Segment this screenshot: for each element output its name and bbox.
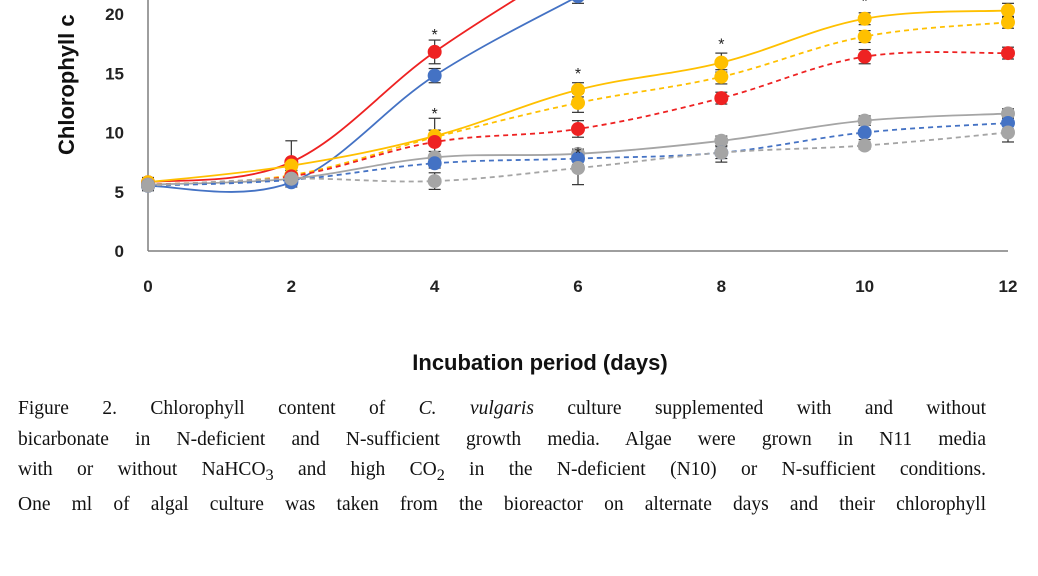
data-point <box>284 171 299 186</box>
significance-asterisk: * <box>575 145 581 162</box>
data-point <box>857 11 872 26</box>
y-tick-label: 0 <box>115 242 124 261</box>
data-point <box>571 161 585 176</box>
data-point <box>427 44 442 59</box>
x-tick-label: 6 <box>573 277 582 296</box>
data-point <box>1001 15 1015 30</box>
data-point <box>857 138 872 153</box>
data-point <box>572 0 584 4</box>
data-point <box>1001 125 1015 140</box>
data-point <box>571 82 585 97</box>
caption-text: in the N-deficient (N10) or N-sufficient… <box>444 459 986 480</box>
caption-text: with or without NaHCO <box>18 459 266 480</box>
significance-asterisk: * <box>718 36 724 53</box>
data-point <box>1001 46 1015 61</box>
caption-text: and high CO <box>273 459 437 480</box>
significance-asterisk: * <box>432 106 438 123</box>
x-tick-label: 12 <box>999 277 1018 296</box>
caption-line-3: with or without NaHCO3 and high CO2 in t… <box>18 455 986 490</box>
figure-caption: Figure 2. Chlorophyll content of C. vulg… <box>18 394 986 521</box>
x-axis-title: Incubation period (days) <box>412 350 667 375</box>
data-point <box>1001 3 1015 18</box>
data-point <box>427 134 442 149</box>
x-tick-label: 4 <box>430 277 440 296</box>
significance-asterisk: * <box>862 0 868 11</box>
data-point <box>427 156 442 171</box>
y-tick-label: 5 <box>115 183 124 202</box>
data-point <box>857 113 872 128</box>
significance-asterisk: * <box>575 66 581 83</box>
data-point <box>857 49 872 64</box>
data-point <box>714 69 729 84</box>
data-point <box>714 91 729 106</box>
x-tick-label: 8 <box>717 277 726 296</box>
data-point <box>427 174 442 189</box>
significance-markers: * * * * * * <box>432 0 868 162</box>
subscript: 3 <box>265 465 274 484</box>
caption-text: culture supplemented with and without <box>567 398 987 419</box>
caption-line-2: bicarbonate in N-deficient and N-suffici… <box>18 428 986 450</box>
y-tick-label: 15 <box>105 64 124 83</box>
data-point <box>427 68 442 83</box>
chart: 0 2 4 6 8 10 12 0 5 10 15 20 * * * * * * Chlorophyll c I… <box>54 0 1017 375</box>
series-layer <box>141 0 1015 193</box>
subscript: 2 <box>436 465 445 484</box>
significance-asterisk: * <box>432 27 438 44</box>
caption-line-1: Figure 2. Chlorophyll content of C. vulg… <box>18 394 986 425</box>
x-tick-label: 10 <box>855 277 874 296</box>
y-tick-label: 10 <box>105 124 124 143</box>
y-tick-label: 20 <box>105 5 124 24</box>
series-line <box>147 0 516 184</box>
x-tick-label: 0 <box>143 277 152 296</box>
caption-line-4: One ml of algal culture was taken from t… <box>18 494 986 516</box>
data-point <box>714 133 729 148</box>
tick-labels: 0 2 4 6 8 10 12 0 5 10 15 20 <box>105 5 1017 296</box>
data-point <box>141 178 155 193</box>
series-line <box>147 0 573 193</box>
y-axis-title: Chlorophyll c <box>54 14 79 155</box>
x-tick-label: 2 <box>287 277 296 296</box>
data-point <box>571 95 585 110</box>
data-point <box>571 121 585 136</box>
data-point <box>714 145 729 160</box>
data-point <box>857 125 872 140</box>
caption-text: Figure 2. Chlorophyll content of <box>18 398 386 419</box>
data-point <box>714 55 729 70</box>
data-point <box>857 29 872 44</box>
species-name: C. vulgaris <box>418 398 534 419</box>
